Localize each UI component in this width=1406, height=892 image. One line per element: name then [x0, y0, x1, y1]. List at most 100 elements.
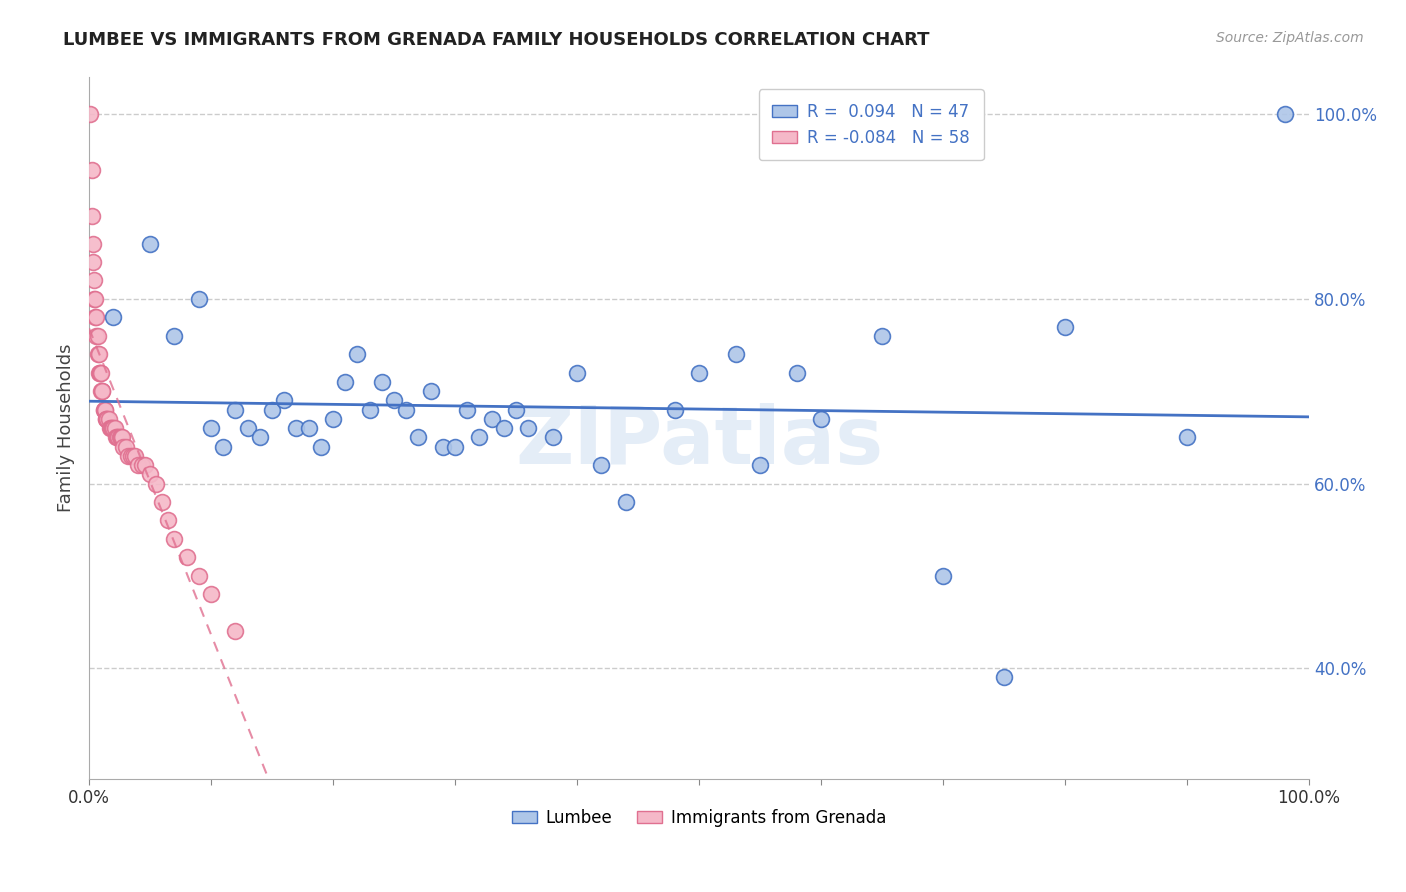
Point: [86, 329, 108, 343]
Point: [432, 440, 454, 454]
Point: [346, 347, 368, 361]
Point: [87, 347, 110, 361]
Point: [591, 458, 613, 472]
Point: [79, 107, 101, 121]
Point: [1274, 107, 1296, 121]
Point: [93, 402, 115, 417]
Point: [90, 366, 112, 380]
Point: [1175, 430, 1198, 444]
Point: [664, 402, 686, 417]
Point: [786, 366, 808, 380]
Point: [114, 440, 136, 454]
Point: [110, 430, 132, 444]
Point: [84, 292, 107, 306]
Text: LUMBEE VS IMMIGRANTS FROM GRENADA FAMILY HOUSEHOLDS CORRELATION CHART: LUMBEE VS IMMIGRANTS FROM GRENADA FAMILY…: [63, 31, 929, 49]
Point: [444, 440, 467, 454]
Point: [131, 458, 153, 472]
Point: [103, 310, 125, 325]
Point: [112, 440, 135, 454]
Point: [481, 412, 503, 426]
Point: [163, 532, 186, 546]
Point: [90, 384, 112, 399]
Point: [94, 402, 117, 417]
Point: [87, 366, 110, 380]
Point: [93, 402, 115, 417]
Point: [187, 292, 209, 306]
Point: [139, 236, 162, 251]
Point: [200, 421, 222, 435]
Point: [157, 513, 180, 527]
Point: [298, 421, 321, 435]
Point: [492, 421, 515, 435]
Point: [122, 449, 145, 463]
Point: [371, 375, 394, 389]
Point: [285, 421, 308, 435]
Point: [105, 430, 128, 444]
Point: [89, 366, 111, 380]
Point: [517, 421, 540, 435]
Point: [224, 624, 246, 639]
Point: [101, 421, 124, 435]
Point: [134, 458, 156, 472]
Point: [104, 430, 127, 444]
Point: [456, 402, 478, 417]
Point: [249, 430, 271, 444]
Point: [83, 273, 105, 287]
Point: [212, 440, 235, 454]
Point: [89, 366, 111, 380]
Point: [565, 366, 588, 380]
Point: [224, 402, 246, 417]
Point: [94, 412, 117, 426]
Point: [91, 384, 114, 399]
Point: [111, 430, 134, 444]
Point: [97, 412, 120, 426]
Y-axis label: Family Households: Family Households: [58, 344, 75, 512]
Point: [468, 430, 491, 444]
Point: [80, 209, 103, 223]
Point: [359, 402, 381, 417]
Point: [100, 421, 122, 435]
Point: [322, 412, 344, 426]
Point: [82, 236, 104, 251]
Point: [86, 329, 108, 343]
Point: [139, 467, 162, 482]
Point: [127, 458, 149, 472]
Text: ZIPatlas: ZIPatlas: [515, 403, 883, 481]
Point: [273, 393, 295, 408]
Point: [541, 430, 564, 444]
Point: [120, 449, 142, 463]
Point: [176, 550, 198, 565]
Point: [236, 421, 259, 435]
Point: [932, 569, 955, 583]
Point: [94, 412, 117, 426]
Point: [103, 421, 125, 435]
Point: [104, 421, 127, 435]
Point: [82, 255, 104, 269]
Point: [810, 412, 832, 426]
Point: [96, 412, 118, 426]
Point: [83, 292, 105, 306]
Point: [749, 458, 772, 472]
Point: [86, 310, 108, 325]
Point: [187, 569, 209, 583]
Point: [84, 310, 107, 325]
Legend: Lumbee, Immigrants from Grenada: Lumbee, Immigrants from Grenada: [506, 803, 893, 834]
Point: [80, 162, 103, 177]
Point: [382, 393, 405, 408]
Text: Source: ZipAtlas.com: Source: ZipAtlas.com: [1216, 31, 1364, 45]
Point: [163, 329, 186, 343]
Point: [1054, 319, 1077, 334]
Point: [395, 402, 418, 417]
Point: [124, 449, 146, 463]
Point: [108, 430, 131, 444]
Point: [993, 670, 1015, 684]
Point: [724, 347, 747, 361]
Point: [98, 421, 121, 435]
Point: [870, 329, 893, 343]
Point: [150, 495, 173, 509]
Point: [117, 449, 139, 463]
Point: [309, 440, 332, 454]
Point: [419, 384, 441, 399]
Point: [262, 402, 284, 417]
Point: [145, 476, 167, 491]
